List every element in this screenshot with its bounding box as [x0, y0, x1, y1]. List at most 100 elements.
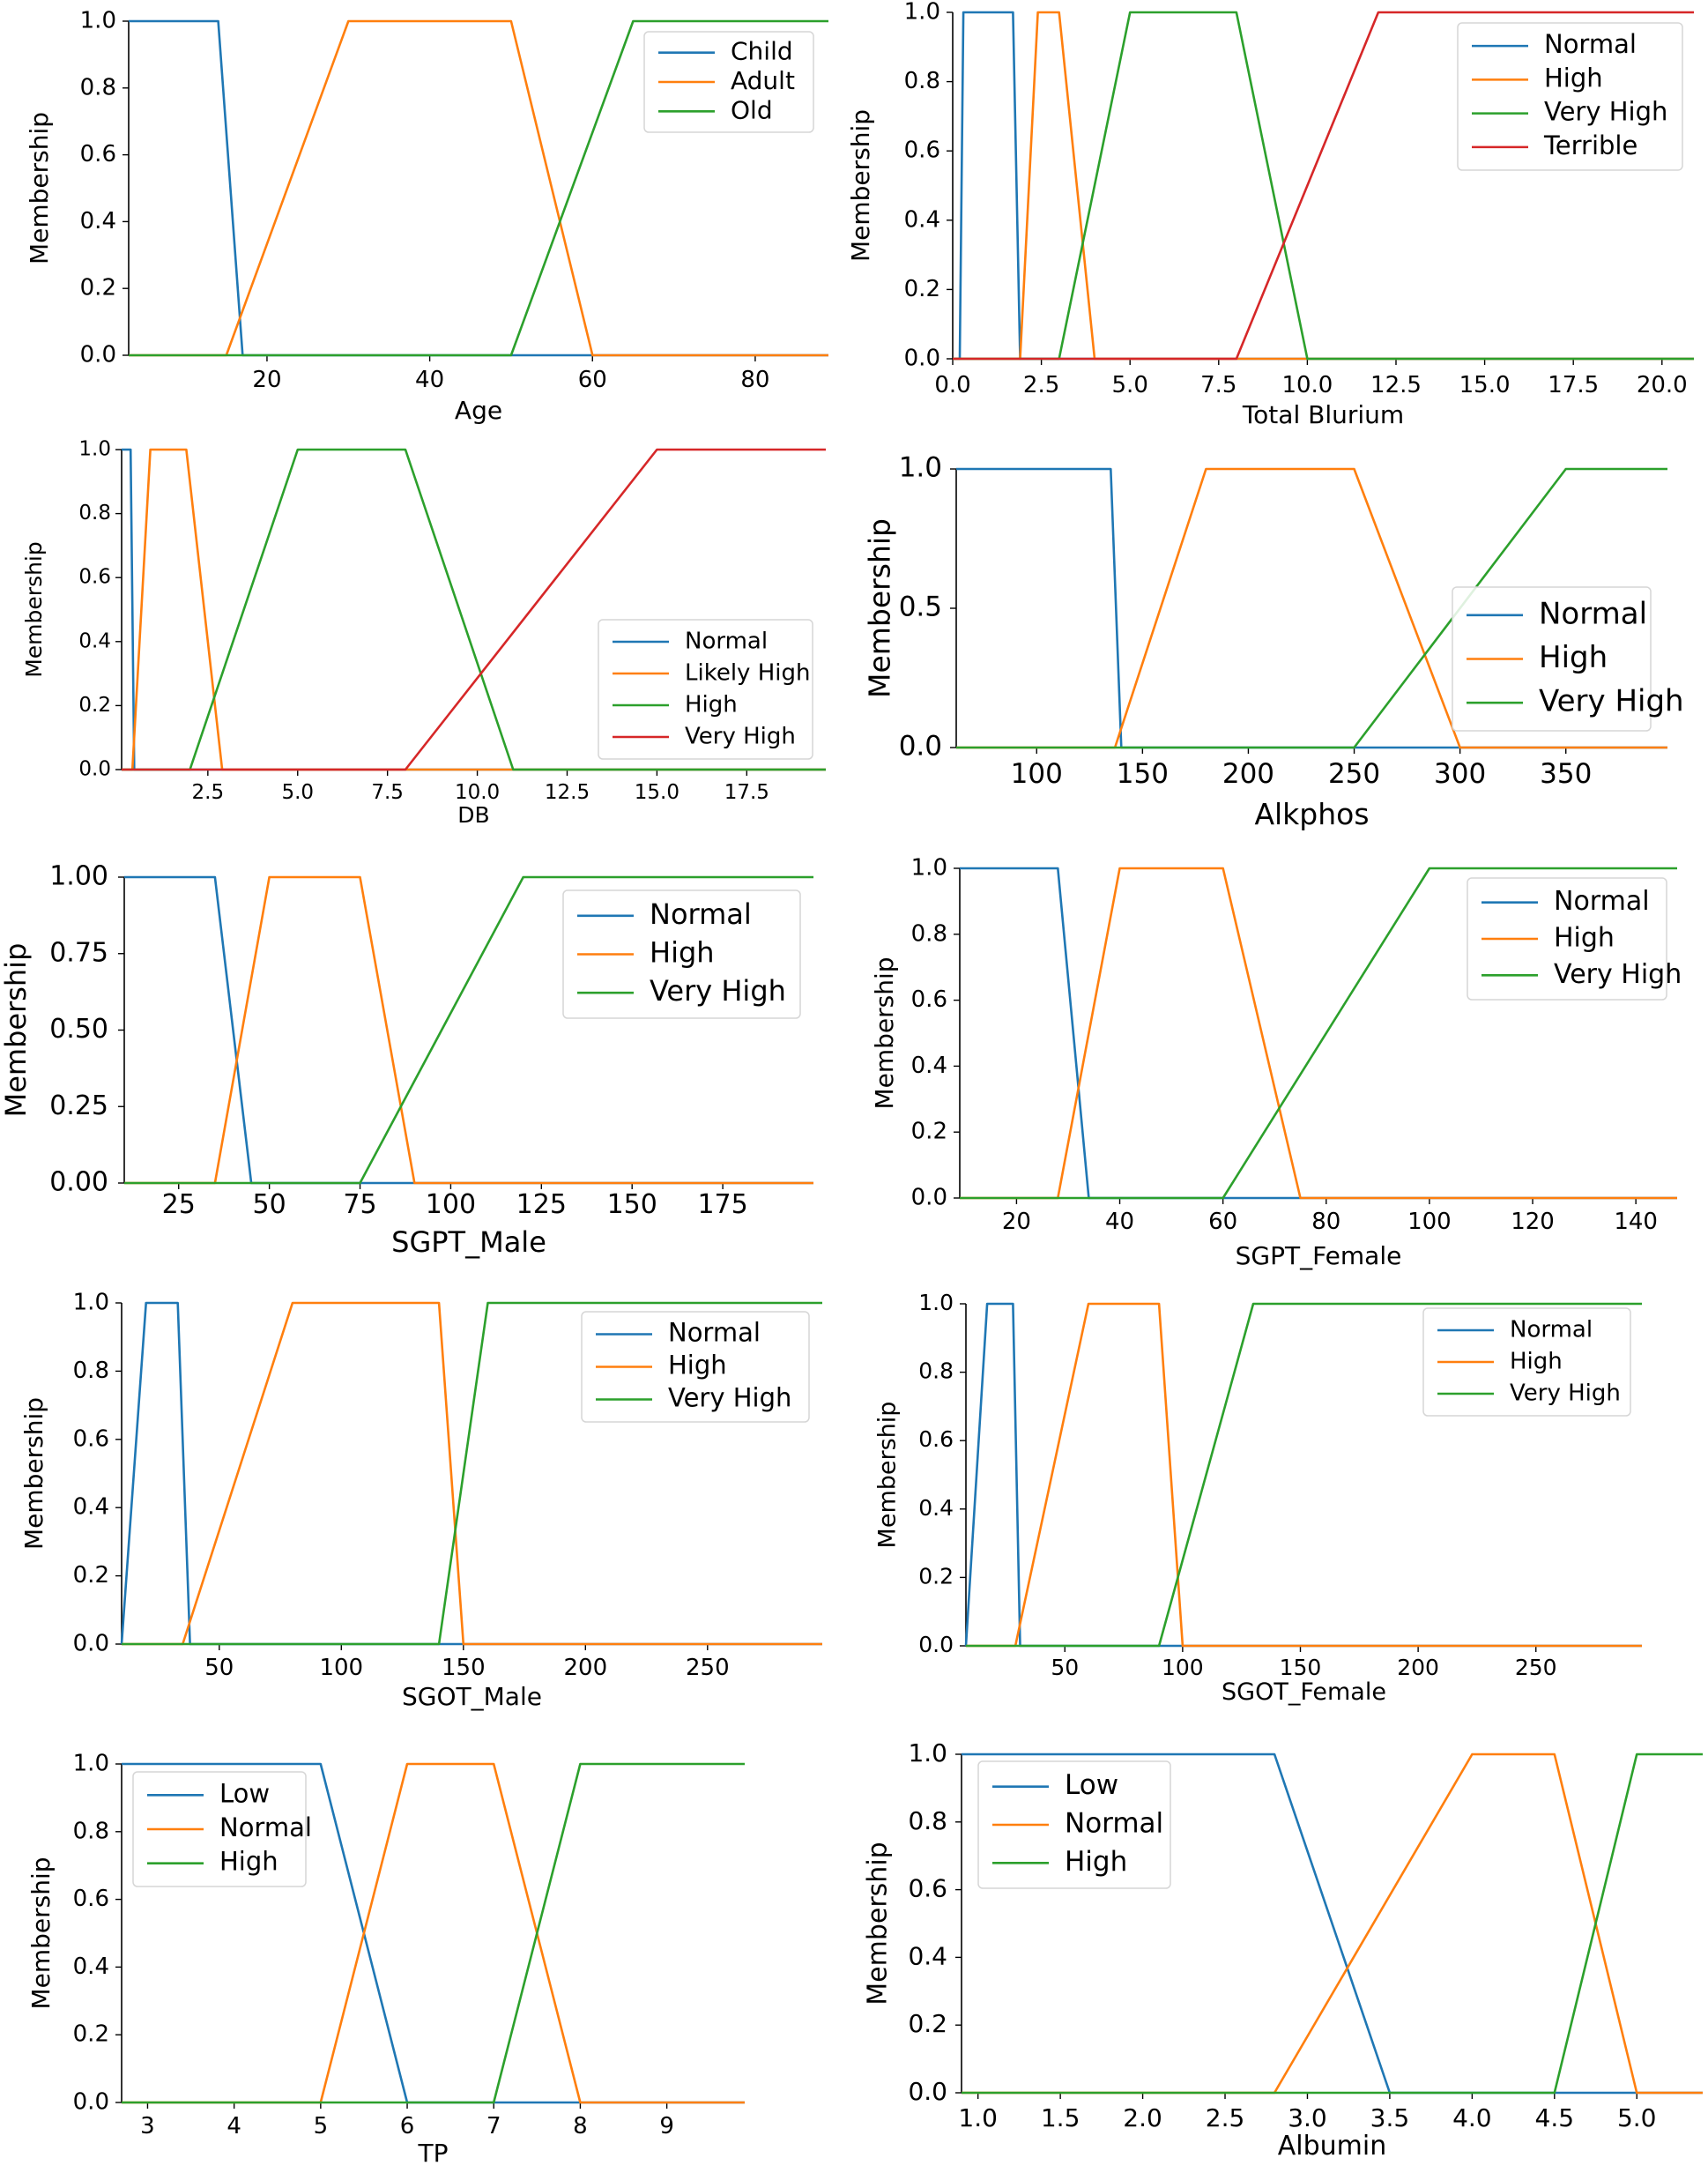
y-tick-label: 0.4: [918, 1495, 954, 1521]
y-tick-label: 0.4: [908, 1941, 947, 1970]
x-tick-label: 5.0: [1112, 372, 1148, 398]
x-tick-label: 7: [486, 2113, 501, 2140]
y-tick-label: 0.2: [918, 1563, 954, 1589]
y-tick-label: 0.8: [73, 1358, 109, 1384]
series-line-normal: [956, 467, 1667, 749]
legend: Normal High Very High: [1467, 877, 1682, 1001]
x-tick-label: 100: [1011, 758, 1063, 790]
y-tick-label: 0.4: [911, 1053, 947, 1079]
x-tick-label: 100: [319, 1655, 363, 1681]
legend: Normal High Very High: [562, 889, 801, 1019]
legend-label: High: [668, 1351, 727, 1380]
x-tick-label: 50: [1051, 1655, 1079, 1680]
y-tick-label: 0.75: [49, 937, 108, 968]
series-line-very-high: [960, 867, 1677, 1200]
x-tick-label: 8: [573, 2113, 588, 2140]
legend-label: Very High: [1510, 1380, 1621, 1407]
x-tick-label: 12.5: [545, 781, 590, 804]
legend-box: [977, 1760, 1171, 1889]
legend-box: [643, 31, 814, 133]
legend-label: Old: [731, 95, 773, 124]
x-tick-label: 250: [686, 1655, 730, 1681]
x-tick-label: 17.5: [724, 781, 769, 804]
x-tick-label: 200: [1397, 1655, 1439, 1680]
y-tick-label: 0.0: [80, 342, 116, 368]
x-tick-label: 40: [415, 367, 444, 393]
y-tick-label: 1.0: [904, 0, 940, 26]
y-tick-label: 1.00: [49, 861, 108, 892]
y-tick-label: 0.0: [899, 731, 942, 763]
y-tick-label: 0.6: [908, 1874, 947, 1903]
x-tick-label: 0.0: [934, 372, 970, 398]
legend-label: Very High: [650, 974, 786, 1008]
y-tick-label: 0.4: [73, 1953, 109, 1980]
y-tick-label: 1.0: [918, 1290, 954, 1315]
legend-label: Adult: [731, 66, 795, 95]
y-tick-label: 0.8: [911, 920, 947, 947]
x-tick-label: 15.0: [635, 781, 679, 804]
x-tick-label: 7.5: [1200, 372, 1236, 398]
y-tick-label: 0.6: [73, 1886, 109, 1912]
y-tick-label: 0.2: [78, 694, 111, 717]
x-tick-label: 5: [314, 2113, 329, 2140]
x-axis-label: SGOT_Male: [402, 1682, 542, 1711]
x-axis-label: TP: [418, 2139, 449, 2168]
x-tick-label: 100: [1162, 1655, 1204, 1680]
subplot-alkphos: 0.0 0.5 1.0 100 150 200 250 300 350 Alkphos Member…: [863, 452, 1684, 832]
y-tick-label: 1.0: [899, 452, 942, 484]
x-tick-label: 150: [1280, 1655, 1322, 1680]
x-tick-label: 175: [697, 1189, 747, 1220]
x-tick-label: 3.0: [1288, 2103, 1327, 2132]
y-axis-label: Membership: [21, 541, 47, 678]
x-tick-label: 10.0: [1281, 372, 1333, 398]
legend: Normal Likely High High Very High: [598, 619, 813, 760]
legend-label: Very High: [685, 724, 796, 750]
x-tick-label: 350: [1540, 758, 1592, 790]
y-tick-label: 0.6: [78, 566, 111, 589]
legend-label: Child: [731, 37, 793, 66]
legend-label: Very High: [1554, 959, 1682, 990]
x-tick-label: 200: [1222, 758, 1274, 790]
x-tick-label: 150: [607, 1189, 657, 1220]
legend-label: Normal: [1510, 1317, 1593, 1343]
series-line-very-high: [124, 875, 813, 1185]
x-tick-label: 5.0: [281, 781, 314, 804]
y-tick-label: 1.0: [80, 8, 116, 34]
series-line-terrible: [953, 11, 1694, 361]
x-tick-label: 4.5: [1535, 2103, 1575, 2132]
y-tick-label: 0.4: [73, 1494, 109, 1521]
x-tick-label: 2.0: [1123, 2103, 1162, 2132]
legend-label: Normal: [668, 1318, 761, 1348]
x-axis-label: Age: [455, 396, 502, 425]
legend-box: [132, 1771, 307, 1887]
legend-label: Very High: [668, 1383, 791, 1413]
y-tick-label: 0.2: [73, 1562, 109, 1589]
subplot-sgot-female: 0.0 0.2 0.4 0.6 0.8 1.0 50 100 150 200 250 SGOT_Fem…: [874, 1290, 1642, 1706]
y-tick-label: 0.6: [80, 141, 116, 167]
x-tick-label: 7.5: [371, 781, 404, 804]
x-tick-label: 20.0: [1637, 372, 1688, 398]
y-axis-label: Membership: [846, 109, 875, 262]
subplot-albumin: 0.0 0.2 0.4 0.6 0.8 1.0 1.0 1.5 2.0 2.5 3.0 3.5 4.0 4…: [863, 1738, 1703, 2162]
x-tick-label: 50: [253, 1189, 286, 1220]
y-tick-label: 0.0: [73, 1631, 109, 1657]
y-tick-label: 0.8: [904, 68, 940, 94]
x-tick-label: 10.0: [455, 781, 500, 804]
y-tick-label: 1.0: [911, 855, 947, 882]
y-tick-label: 0.2: [904, 276, 940, 302]
y-tick-label: 0.6: [904, 138, 940, 164]
legend-box: [598, 619, 813, 760]
subplot-sgpt-female: 0.0 0.2 0.4 0.6 0.8 1.0 20 40 60 80 100 120 140 SGPT_…: [870, 855, 1682, 1271]
y-tick-label: 0.0: [918, 1632, 954, 1657]
x-tick-label: 15.0: [1459, 372, 1511, 398]
legend-box: [1467, 877, 1667, 1001]
legend-label: High: [1510, 1349, 1563, 1375]
x-axis-label: SGPT_Male: [391, 1225, 546, 1259]
series-line-old: [129, 19, 828, 357]
y-tick-label: 0.0: [73, 2089, 109, 2116]
x-tick-label: 20: [252, 367, 281, 393]
series-line-high: [962, 1753, 1703, 2095]
y-tick-label: 1.0: [73, 1751, 109, 1777]
x-tick-label: 50: [204, 1655, 234, 1681]
